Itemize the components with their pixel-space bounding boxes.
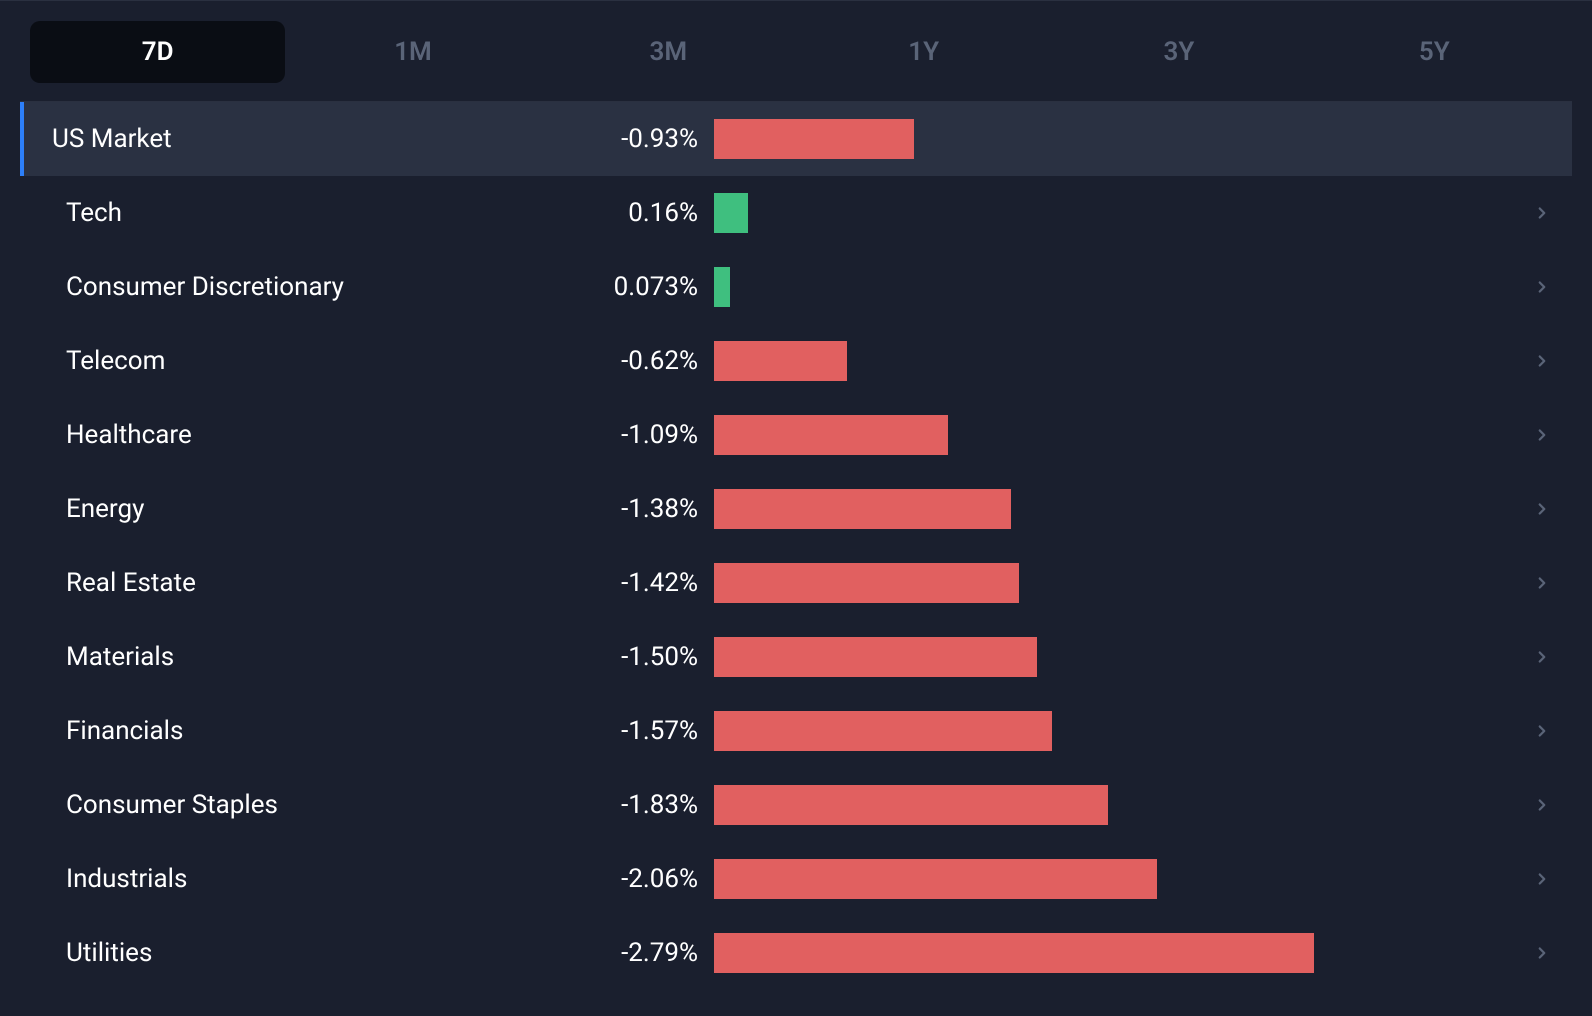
sector-label: US Market (24, 124, 584, 154)
sector-row[interactable]: Industrials-2.06% (20, 842, 1572, 916)
bar-area (714, 933, 1522, 973)
sector-label: Energy (24, 494, 584, 524)
tab-label: 1Y (908, 37, 939, 67)
tab-1m[interactable]: 1M (285, 21, 540, 83)
sector-row: US Market-0.93% (20, 102, 1572, 176)
bar-area (714, 711, 1522, 751)
sector-row[interactable]: Materials-1.50% (20, 620, 1572, 694)
bar-area (714, 859, 1522, 899)
tab-label: 1M (394, 37, 432, 67)
sector-value: -1.09% (584, 420, 714, 450)
tab-label: 5Y (1419, 37, 1450, 67)
sector-value: -2.79% (584, 938, 714, 968)
sector-value: -1.83% (584, 790, 714, 820)
sector-row[interactable]: Consumer Staples-1.83% (20, 768, 1572, 842)
bar-area (714, 563, 1522, 603)
tab-3m[interactable]: 3M (541, 21, 796, 83)
sector-label: Consumer Discretionary (24, 272, 584, 302)
performance-bar (714, 933, 1314, 973)
performance-bar (714, 341, 847, 381)
performance-bar (714, 415, 948, 455)
tab-1y[interactable]: 1Y (796, 21, 1051, 83)
sector-row[interactable]: Energy-1.38% (20, 472, 1572, 546)
performance-bar (714, 785, 1108, 825)
sector-label: Consumer Staples (24, 790, 584, 820)
sector-row[interactable]: Financials-1.57% (20, 694, 1572, 768)
performance-bar (714, 563, 1019, 603)
sector-value: -2.06% (584, 864, 714, 894)
bar-area (714, 267, 1522, 307)
sector-label: Real Estate (24, 568, 584, 598)
sector-value: 0.073% (584, 272, 714, 302)
sector-label: Financials (24, 716, 584, 746)
sector-row[interactable]: Healthcare-1.09% (20, 398, 1572, 472)
bar-area (714, 119, 1522, 159)
sector-value: -0.93% (584, 124, 714, 154)
performance-bar (714, 119, 914, 159)
performance-bar (714, 489, 1011, 529)
performance-bar (714, 267, 730, 307)
sector-table: US Market-0.93%Tech0.16%Consumer Discret… (20, 101, 1572, 990)
performance-bar (714, 637, 1037, 677)
tab-label: 3M (650, 37, 688, 67)
sector-label: Healthcare (24, 420, 584, 450)
sector-row[interactable]: Tech0.16% (20, 176, 1572, 250)
sector-label: Industrials (24, 864, 584, 894)
chevron-right-icon (1522, 500, 1562, 518)
tab-label: 3Y (1164, 37, 1195, 67)
sector-value: -1.38% (584, 494, 714, 524)
sector-label: Telecom (24, 346, 584, 376)
sector-value: 0.16% (584, 198, 714, 228)
chevron-right-icon (1522, 870, 1562, 888)
chevron-right-icon (1522, 574, 1562, 592)
sector-value: -1.42% (584, 568, 714, 598)
sector-value: -0.62% (584, 346, 714, 376)
chevron-right-icon (1522, 352, 1562, 370)
sector-value: -1.57% (584, 716, 714, 746)
bar-area (714, 785, 1522, 825)
chevron-right-icon (1522, 204, 1562, 222)
bar-area (714, 637, 1522, 677)
timeframe-tabs: 7D 1M 3M 1Y 3Y 5Y (0, 0, 1592, 101)
tab-3y[interactable]: 3Y (1051, 21, 1306, 83)
performance-bar (714, 193, 748, 233)
tab-7d[interactable]: 7D (30, 21, 285, 83)
sector-label: Materials (24, 642, 584, 672)
performance-bar (714, 711, 1052, 751)
chevron-right-icon (1522, 648, 1562, 666)
sector-performance-panel: 7D1M3M1Y3Y5Y US Market-0.93%Tech0.16%Con… (0, 0, 1592, 990)
sector-label: Tech (24, 198, 584, 228)
tab-5y[interactable]: 5Y (1307, 21, 1562, 83)
bar-area (714, 341, 1522, 381)
sector-label: Utilities (24, 938, 584, 968)
chevron-right-icon (1522, 278, 1562, 296)
bar-area (714, 489, 1522, 529)
sector-row[interactable]: Telecom-0.62% (20, 324, 1572, 398)
chevron-right-icon (1522, 426, 1562, 444)
sector-row[interactable]: Consumer Discretionary0.073% (20, 250, 1572, 324)
chevron-right-icon (1522, 796, 1562, 814)
bar-area (714, 193, 1522, 233)
tab-label: 7D (142, 37, 174, 67)
sector-value: -1.50% (584, 642, 714, 672)
performance-bar (714, 859, 1157, 899)
bar-area (714, 415, 1522, 455)
sector-row[interactable]: Utilities-2.79% (20, 916, 1572, 990)
sector-row[interactable]: Real Estate-1.42% (20, 546, 1572, 620)
chevron-right-icon (1522, 944, 1562, 962)
chevron-right-icon (1522, 722, 1562, 740)
